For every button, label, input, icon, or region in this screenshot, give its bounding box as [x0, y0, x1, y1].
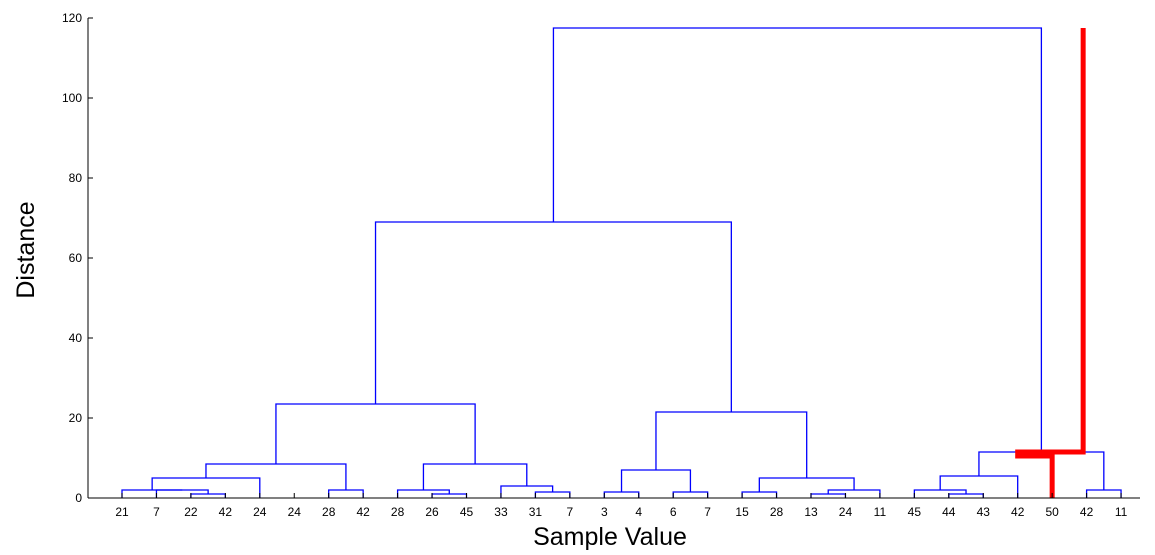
link-15	[741, 491, 778, 498]
highlight-line	[1015, 28, 1086, 498]
y-tick-label-40: 40	[69, 331, 83, 345]
link-4	[328, 489, 364, 498]
x-tick-label-6: 28	[322, 505, 336, 519]
y-axis-title: Distance	[12, 201, 40, 298]
x-tick-label-7: 42	[356, 505, 370, 519]
x-tick-label-0: 21	[115, 505, 129, 519]
link-12	[603, 491, 640, 498]
link-19	[655, 411, 808, 478]
y-tick-label-60: 60	[69, 251, 83, 265]
link-14	[620, 469, 692, 492]
x-tick-label-24: 44	[942, 505, 956, 519]
link-8	[534, 491, 571, 498]
link-2	[121, 489, 183, 498]
x-tick-label-22: 11	[874, 505, 887, 519]
x-tick-label-23: 45	[908, 505, 922, 519]
link-23	[939, 475, 1019, 498]
link-13	[672, 491, 709, 498]
y-tick-label-80: 80	[69, 171, 83, 185]
link-26	[552, 27, 1043, 452]
y-tick-label-120: 120	[62, 11, 82, 25]
x-tick-label-11: 33	[494, 505, 508, 519]
y-tick-label-100: 100	[62, 91, 82, 105]
link-20	[374, 221, 732, 412]
link-3	[151, 477, 261, 498]
x-tick-label-1: 7	[153, 505, 160, 519]
x-tick-label-29: 11	[1115, 505, 1128, 519]
x-tick-label-10: 45	[460, 505, 474, 519]
link-5	[205, 463, 347, 490]
x-tick-label-15: 4	[635, 505, 642, 519]
x-tick-label-13: 7	[567, 505, 574, 519]
highlight-path	[1015, 28, 1086, 498]
x-tick-label-8: 28	[391, 505, 405, 519]
x-axis-title: Sample Value	[533, 523, 687, 551]
x-tick-label-20: 13	[804, 505, 818, 519]
x-tick-label-27: 50	[1045, 505, 1059, 519]
y-tick-label-0: 0	[75, 491, 82, 505]
link-6	[431, 493, 468, 498]
x-tick-label-9: 26	[425, 505, 439, 519]
link-21	[948, 493, 984, 498]
x-tick-label-26: 42	[1011, 505, 1025, 519]
x-tick-label-28: 42	[1080, 505, 1094, 519]
link-11	[275, 403, 476, 464]
link-16	[810, 493, 847, 498]
x-tick-label-2: 22	[184, 505, 198, 519]
x-tick-label-16: 6	[670, 505, 677, 519]
y-tick-label-20: 20	[69, 411, 83, 425]
x-tick-label-4: 24	[253, 505, 267, 519]
x-tick-label-14: 3	[601, 505, 608, 519]
x-tick-label-21: 24	[839, 505, 853, 519]
x-tick-label-5: 24	[288, 505, 302, 519]
x-tick-label-18: 15	[735, 505, 749, 519]
x-tick-label-17: 7	[704, 505, 711, 519]
x-tick-label-19: 28	[770, 505, 784, 519]
link-24	[1085, 489, 1122, 498]
link-0	[190, 493, 226, 498]
dendrogram-links	[121, 27, 1122, 498]
x-tick-label-12: 31	[529, 505, 543, 519]
x-tick-label-25: 43	[977, 505, 991, 519]
x-tick-label-3: 42	[219, 505, 233, 519]
